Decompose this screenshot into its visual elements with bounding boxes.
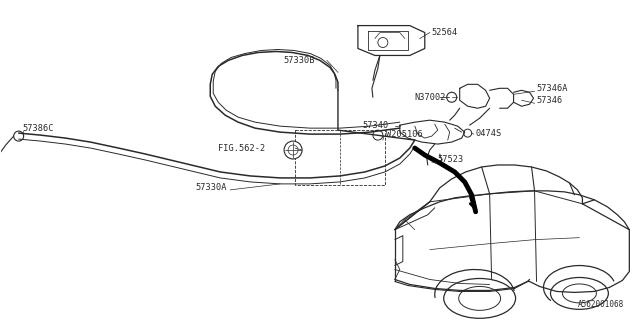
Text: 57330B: 57330B <box>283 56 315 65</box>
Text: W205106: W205106 <box>386 130 422 139</box>
Text: 57346: 57346 <box>536 96 563 105</box>
Text: 57330A: 57330A <box>195 183 227 192</box>
Text: 57386C: 57386C <box>22 124 54 132</box>
Text: 52564: 52564 <box>432 28 458 37</box>
Circle shape <box>284 141 302 159</box>
Text: N37002: N37002 <box>415 93 446 102</box>
Text: 57340: 57340 <box>362 121 388 130</box>
Text: 57523: 57523 <box>438 156 464 164</box>
Text: A562001068: A562001068 <box>578 300 625 309</box>
Text: 0474S: 0474S <box>476 129 502 138</box>
Text: 57346A: 57346A <box>536 84 568 93</box>
Text: FIG.562-2: FIG.562-2 <box>218 144 266 153</box>
